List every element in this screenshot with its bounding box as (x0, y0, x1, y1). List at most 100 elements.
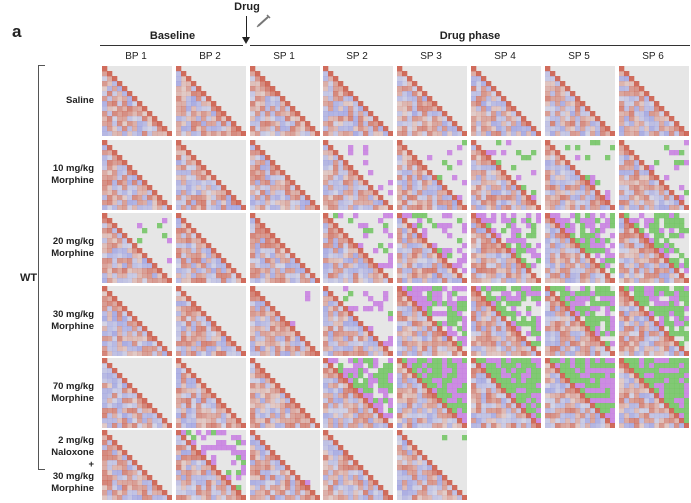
matrix-cell (452, 126, 458, 132)
matrix-cell (422, 213, 428, 219)
matrix-cell (397, 185, 403, 191)
matrix-cell (338, 228, 344, 234)
matrix-cell (654, 180, 660, 186)
matrix-cell (412, 321, 418, 327)
matrix-cell (417, 180, 423, 186)
matrix-cell (333, 150, 339, 156)
matrix-cell (186, 76, 192, 82)
matrix-cell (181, 346, 187, 352)
matrix-cell (422, 116, 428, 122)
matrix-cell (619, 205, 625, 210)
matrix-cell (191, 175, 197, 181)
matrix-cell (122, 238, 128, 244)
matrix-cell (545, 248, 551, 254)
matrix-cell (152, 263, 158, 269)
matrix-cell (639, 228, 645, 234)
matrix-cell (343, 248, 349, 254)
matrix-cell (521, 423, 527, 428)
matrix-cell (402, 243, 408, 249)
matrix-cell (457, 378, 463, 384)
matrix-cell (412, 296, 418, 302)
matrix-cell (368, 331, 374, 337)
matrix-cell (619, 185, 625, 191)
matrix-cell (442, 126, 448, 132)
matrix-cell (486, 155, 492, 161)
matrix-cell (585, 190, 591, 196)
matrix-cell (323, 223, 329, 229)
matrix-cell (295, 263, 301, 269)
matrix-cell (353, 180, 359, 186)
matrix-cell (117, 413, 123, 419)
matrix-cell (338, 341, 344, 347)
matrix-cell (132, 268, 138, 274)
matrix-cell (669, 131, 675, 136)
matrix-cell (649, 96, 655, 102)
matrix-cell (250, 228, 256, 234)
matrix-cell (363, 413, 369, 419)
matrix-cell (496, 418, 502, 424)
matrix-cell (531, 200, 537, 206)
matrix-cell (600, 341, 606, 347)
matrix-cell (300, 341, 306, 347)
matrix-cell (644, 185, 650, 191)
matrix-cell (432, 346, 438, 352)
matrix-cell (275, 383, 281, 389)
matrix-cell (270, 258, 276, 264)
matrix-cell (348, 291, 354, 297)
matrix-cell (511, 200, 517, 206)
matrix-cell (181, 398, 187, 404)
matrix-cell (506, 131, 512, 136)
matrix-cell (481, 253, 487, 259)
matrix-cell (373, 126, 379, 132)
matrix-cell (412, 185, 418, 191)
matrix-cell (358, 388, 364, 394)
matrix-cell (132, 248, 138, 254)
matrix-cell (476, 200, 482, 206)
matrix-cell (122, 408, 128, 414)
matrix-cell (590, 301, 596, 307)
matrix-cell (368, 408, 374, 414)
matrix-cell (333, 423, 339, 428)
matrix-cell (575, 351, 581, 356)
matrix-cell (600, 205, 606, 210)
matrix-cell (196, 86, 202, 92)
matrix-cell (147, 116, 153, 122)
matrix-cell (255, 155, 261, 161)
matrix-cell (107, 316, 113, 322)
matrix-cell (107, 398, 113, 404)
matrix-cell (486, 200, 492, 206)
matrix-cell (353, 101, 359, 107)
matrix-cell (481, 413, 487, 419)
matrix-cell (506, 373, 512, 379)
matrix-cell (338, 180, 344, 186)
matrix-cell (260, 336, 266, 342)
matrix-cell (427, 126, 433, 132)
column-label-sp-3: SP 3 (420, 51, 442, 62)
matrix-cell (427, 195, 433, 201)
matrix-cell (196, 311, 202, 317)
matrix-cell (191, 243, 197, 249)
matrix-cell (432, 311, 438, 317)
matrix-cell (545, 101, 551, 107)
matrix-cell (107, 91, 113, 97)
matrix-cell (280, 205, 286, 210)
matrix-cell (560, 268, 566, 274)
matrix-panel-row1-sp-4 (471, 140, 541, 210)
matrix-cell (176, 86, 182, 92)
matrix-cell (255, 423, 261, 428)
matrix-cell (545, 111, 551, 117)
matrix-cell (634, 223, 640, 229)
matrix-cell (186, 190, 192, 196)
matrix-cell (407, 301, 413, 307)
matrix-cell (501, 268, 507, 274)
matrix-cell (531, 190, 537, 196)
matrix-panel-row2-sp-4 (471, 213, 541, 283)
matrix-cell (315, 131, 320, 136)
matrix-cell (328, 268, 334, 274)
matrix-cell (619, 116, 625, 122)
matrix-cell (328, 278, 334, 283)
matrix-cell (221, 268, 227, 274)
matrix-cell (462, 140, 467, 146)
matrix-cell (624, 336, 630, 342)
matrix-cell (674, 121, 680, 127)
